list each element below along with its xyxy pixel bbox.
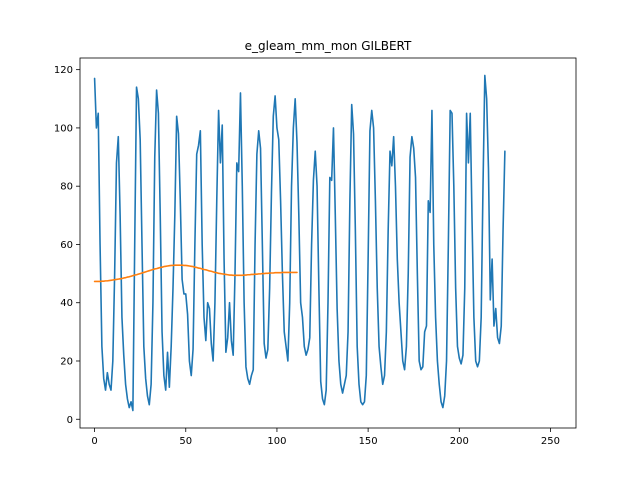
y-tick-label: 100 <box>54 123 73 134</box>
plot-frame <box>79 57 577 429</box>
x-tick-label: 50 <box>179 436 192 447</box>
series-line-1 <box>93 74 506 412</box>
x-tick-label: 100 <box>267 436 286 447</box>
y-tick-label: 0 <box>67 415 73 426</box>
x-tick-label: 200 <box>450 436 469 447</box>
y-tick-label: 40 <box>60 298 73 309</box>
y-axis: 0 20 40 60 80 100 120 <box>54 65 80 426</box>
y-tick-label: 120 <box>54 65 73 76</box>
x-tick-label: 0 <box>91 436 97 447</box>
chart-title: e_gleam_mm_mon GILBERT <box>245 39 412 53</box>
y-tick-label: 20 <box>60 356 73 367</box>
x-tick-label: 250 <box>541 436 560 447</box>
x-tick-label: 150 <box>359 436 378 447</box>
series-layer <box>93 74 506 412</box>
series-line-2 <box>93 264 298 283</box>
y-tick-label: 60 <box>60 240 73 251</box>
y-tick-label: 80 <box>60 182 73 193</box>
x-axis: 0 50 100 150 200 250 <box>91 428 560 447</box>
